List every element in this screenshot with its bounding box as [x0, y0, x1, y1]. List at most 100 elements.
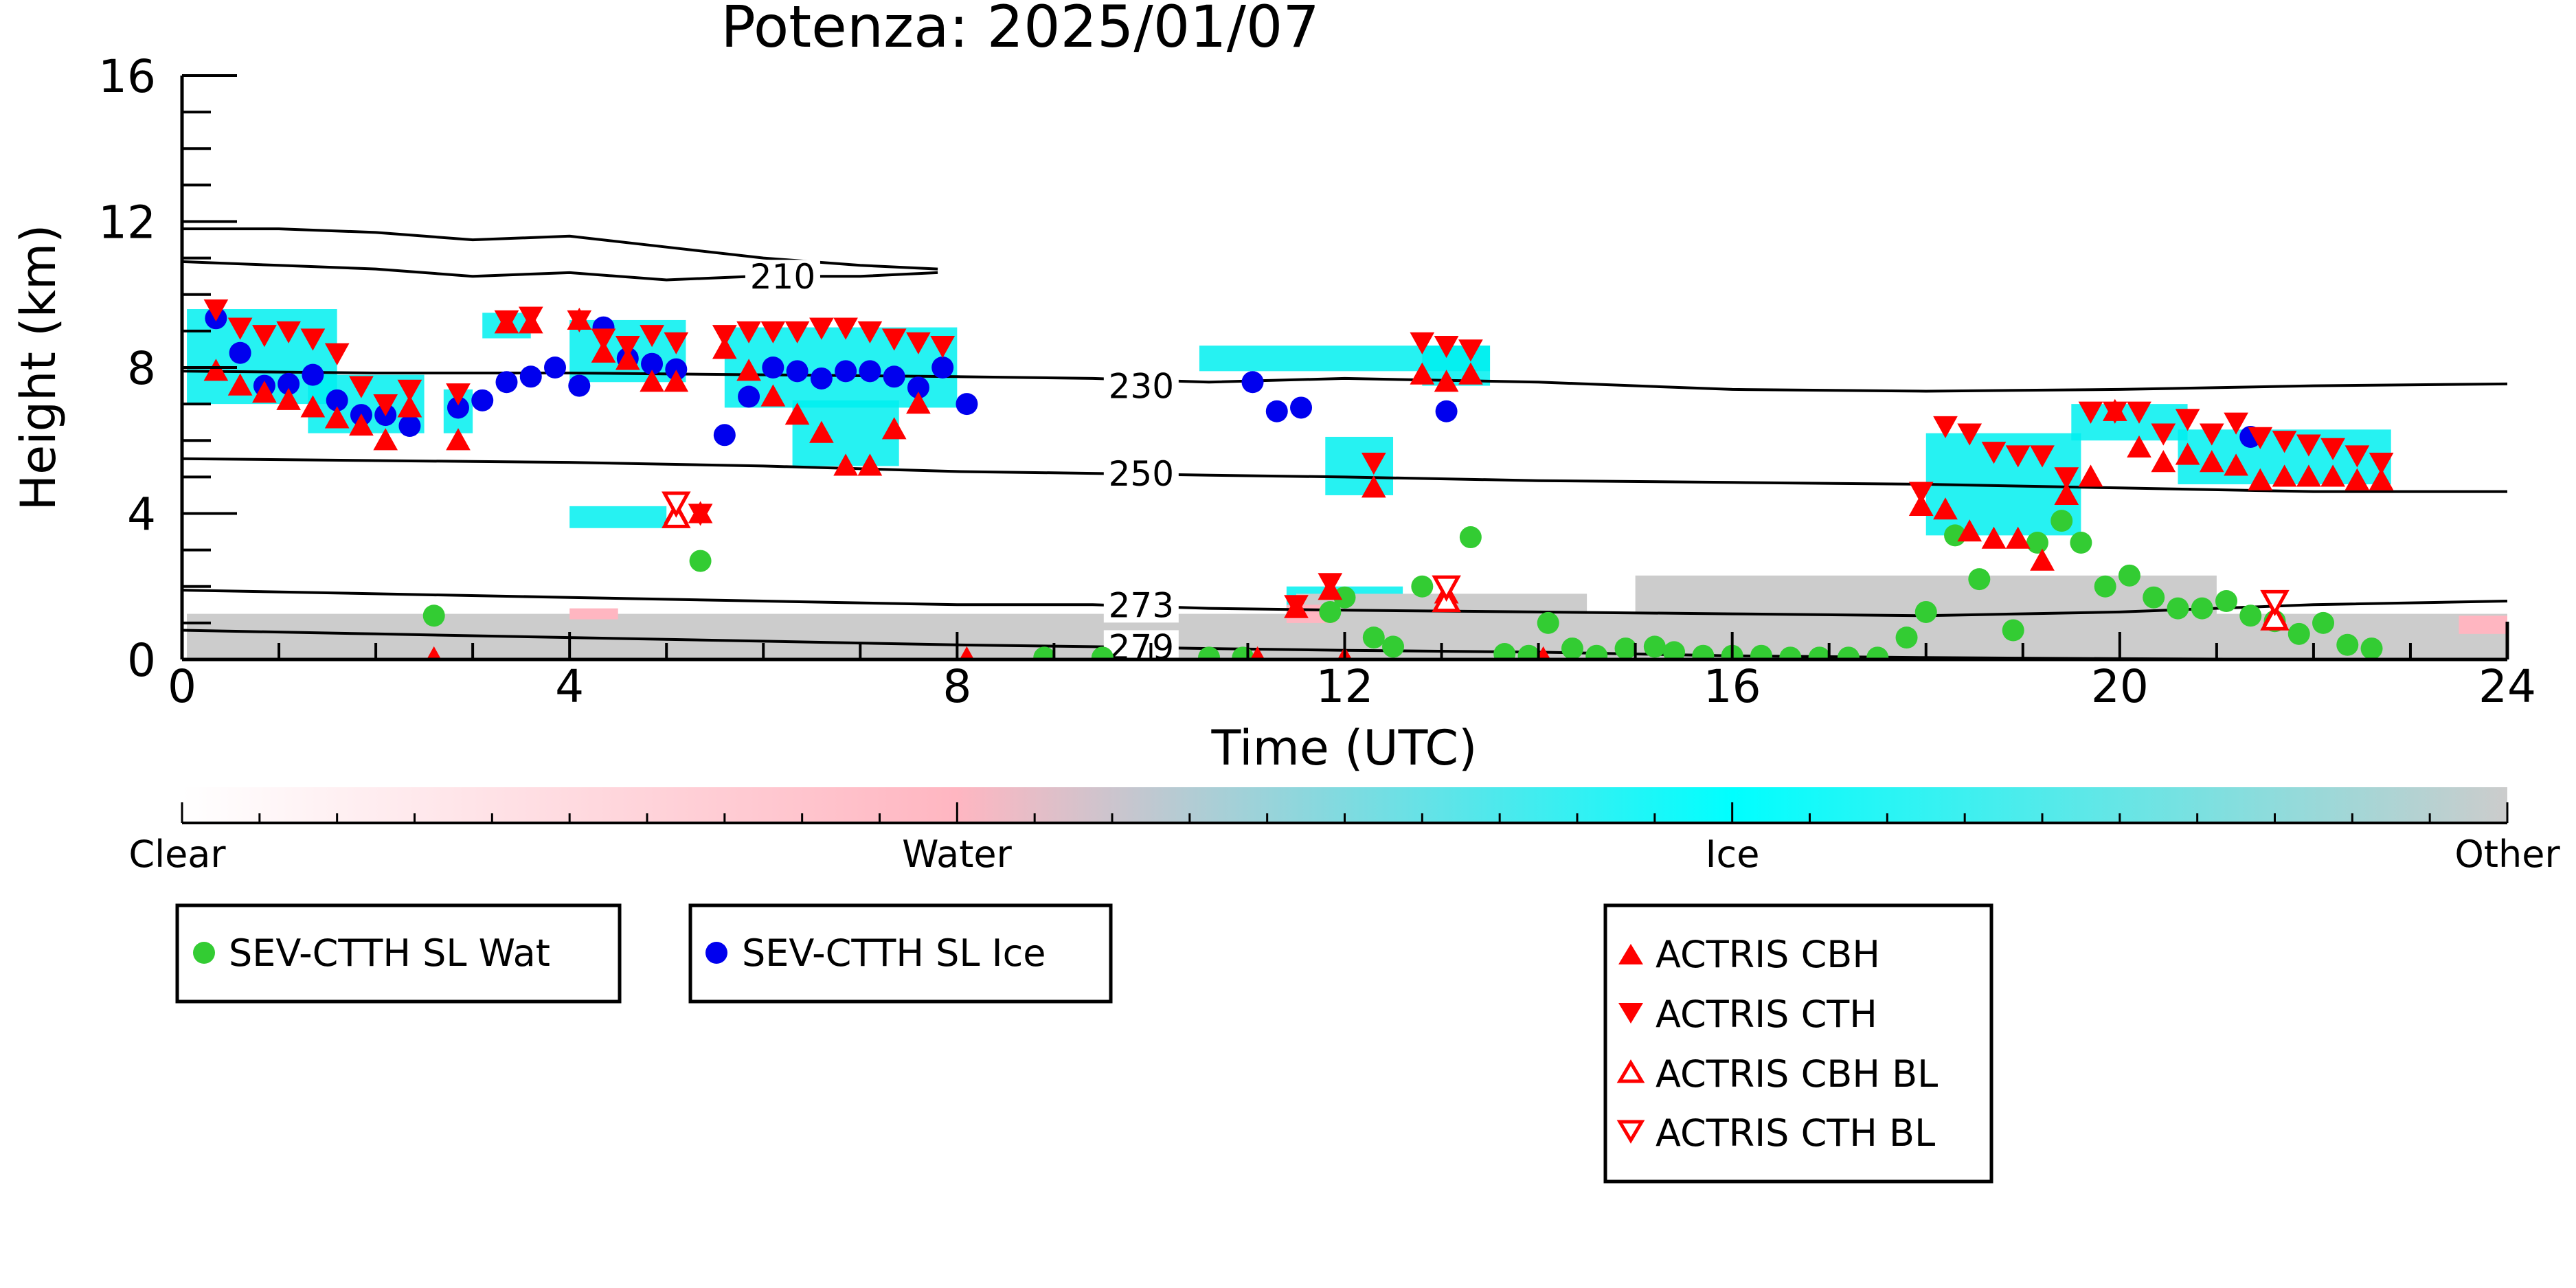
legend-marker-cth-bl	[1616, 1120, 1645, 1144]
legend-box	[1603, 903, 1993, 1184]
marker-sev-ctth-sl-wat	[2191, 597, 2213, 620]
marker-sev-ctth-sl-wat	[1968, 568, 1991, 591]
marker-actris-cth	[2005, 445, 2031, 468]
marker-sev-ctth-sl-wat	[1808, 646, 1831, 659]
marker-actris-cth	[446, 383, 471, 406]
marker-actris-cbh	[760, 384, 786, 407]
marker-actris-cbh	[2005, 526, 2031, 549]
marker-sev-ctth-sl-wat	[2215, 590, 2237, 612]
marker-actris-cth	[760, 321, 786, 343]
marker-actris-cbh	[1933, 497, 1958, 520]
marker-actris-cbh	[1957, 519, 1982, 542]
y-tick-label: 0	[127, 634, 156, 687]
y-tick-label: 16	[98, 50, 156, 103]
marker-sev-ctth-sl-wat	[1033, 646, 1056, 659]
marker-actris-cth	[2078, 401, 2103, 424]
marker-actris-cth	[2369, 453, 2394, 475]
marker-actris-cth	[736, 321, 761, 343]
colorbar-label-ice: Ice	[1706, 833, 1760, 876]
marker-actris-cbh	[615, 348, 640, 370]
legend-marker-cbh	[1618, 944, 1643, 964]
marker-actris-cth	[1361, 453, 1386, 475]
marker-actris-cth	[276, 321, 301, 343]
legend-box	[688, 903, 1113, 1004]
marker-sev-ctth-sl-wat	[1411, 575, 1434, 598]
marker-actris-cth	[2151, 423, 2176, 446]
marker-sev-ctth-sl-wat	[1914, 600, 1937, 623]
marker-sev-ctth-sl-ice	[859, 360, 881, 383]
x-tick-label: 12	[1316, 660, 1374, 713]
marker-actris-cth	[2030, 445, 2055, 468]
marker-sev-ctth-sl-wat	[422, 605, 445, 627]
marker-actris-cth	[349, 376, 374, 398]
marker-actris-cbh	[373, 428, 398, 451]
marker-sev-ctth-sl-wat	[2050, 510, 2073, 532]
marker-actris-cth	[2320, 438, 2345, 460]
data-markers	[203, 299, 2394, 659]
y-tick-label: 4	[127, 488, 156, 541]
marker-actris-cth	[2175, 409, 2200, 431]
marker-actris-cbh	[2078, 464, 2103, 487]
contour-label: 230	[1109, 367, 1174, 407]
marker-actris-cth	[397, 379, 422, 402]
marker-actris-cth	[615, 336, 640, 359]
marker-sev-ctth-sl-ice	[883, 365, 905, 388]
legend-label-cbh: ACTRIS CBH	[1656, 933, 1880, 976]
contour-label: 273	[1109, 585, 1174, 625]
marker-actris-cth-bl	[662, 491, 691, 518]
y-tick-label: 8	[127, 342, 156, 395]
contour-line-273	[182, 589, 2507, 618]
marker-actris-cbh	[446, 428, 471, 451]
marker-sev-ctth-sl-ice	[786, 360, 809, 383]
marker-actris-cth	[1318, 573, 1343, 596]
marker-sev-ctth-sl-wat	[1362, 626, 1385, 649]
marker-actris-cth	[664, 332, 689, 354]
marker-sev-ctth-sl-ice	[398, 415, 421, 437]
marker-sev-ctth-sl-ice	[907, 376, 929, 399]
marker-sev-ctth-sl-wat	[1643, 635, 1666, 658]
colorbar: Clear Water Ice Other	[128, 787, 2560, 876]
marker-sev-ctth-sl-ice	[495, 371, 518, 394]
legend-wat: SEV-CTTH SL Wat	[175, 903, 622, 1004]
marker-actris-cbh	[881, 417, 907, 440]
marker-sev-ctth-sl-ice	[519, 365, 542, 388]
marker-actris-cth	[1458, 339, 1483, 362]
marker-actris-cbh	[959, 646, 975, 659]
marker-sev-ctth-sl-wat	[2002, 619, 2024, 642]
marker-actris-cbh	[2199, 450, 2224, 473]
marker-sev-ctth-sl-wat	[1866, 646, 1889, 659]
marker-actris-cth	[373, 394, 398, 417]
marker-sev-ctth-sl-wat	[2118, 564, 2140, 587]
marker-sev-ctth-sl-ice	[471, 389, 494, 411]
marker-sev-ctth-sl-wat	[1319, 600, 1342, 623]
contour-line-210-lower	[182, 260, 938, 282]
marker-actris-cbh	[712, 337, 737, 359]
marker-sev-ctth-sl-wat	[2360, 637, 2383, 659]
contour-label-bg	[1103, 369, 1179, 404]
y-axis-label: Height (km)	[10, 225, 67, 511]
contour-line-210-upper	[182, 227, 938, 271]
marker-sev-ctth-sl-ice	[568, 374, 591, 397]
marker-actris-cbh	[1250, 646, 1265, 659]
marker-sev-ctth-sl-ice	[1241, 371, 1264, 394]
marker-actris-cbh	[2296, 464, 2321, 487]
marker-sev-ctth-sl-wat	[2070, 532, 2092, 554]
marker-actris-cbh	[784, 403, 810, 425]
marker-sev-ctth-sl-wat	[2143, 586, 2165, 609]
marker-actris-cth-bl	[2260, 589, 2290, 617]
marker-actris-cth	[1284, 595, 1309, 618]
marker-actris-cbh	[1908, 493, 1934, 516]
marker-actris-cbh	[809, 420, 834, 443]
marker-actris-cth	[712, 325, 737, 348]
marker-actris-cth	[300, 328, 326, 351]
contour-label-bg	[745, 260, 820, 295]
marker-sev-ctth-sl-wat	[1750, 644, 1772, 659]
marker-actris-cbh	[1361, 475, 1386, 498]
marker-actris-cbh	[2248, 468, 2273, 490]
marker-sev-ctth-sl-wat	[1561, 637, 1583, 659]
marker-actris-cth	[252, 325, 277, 348]
marker-actris-cbh	[397, 395, 422, 418]
contour-label-bg	[1103, 588, 1179, 623]
